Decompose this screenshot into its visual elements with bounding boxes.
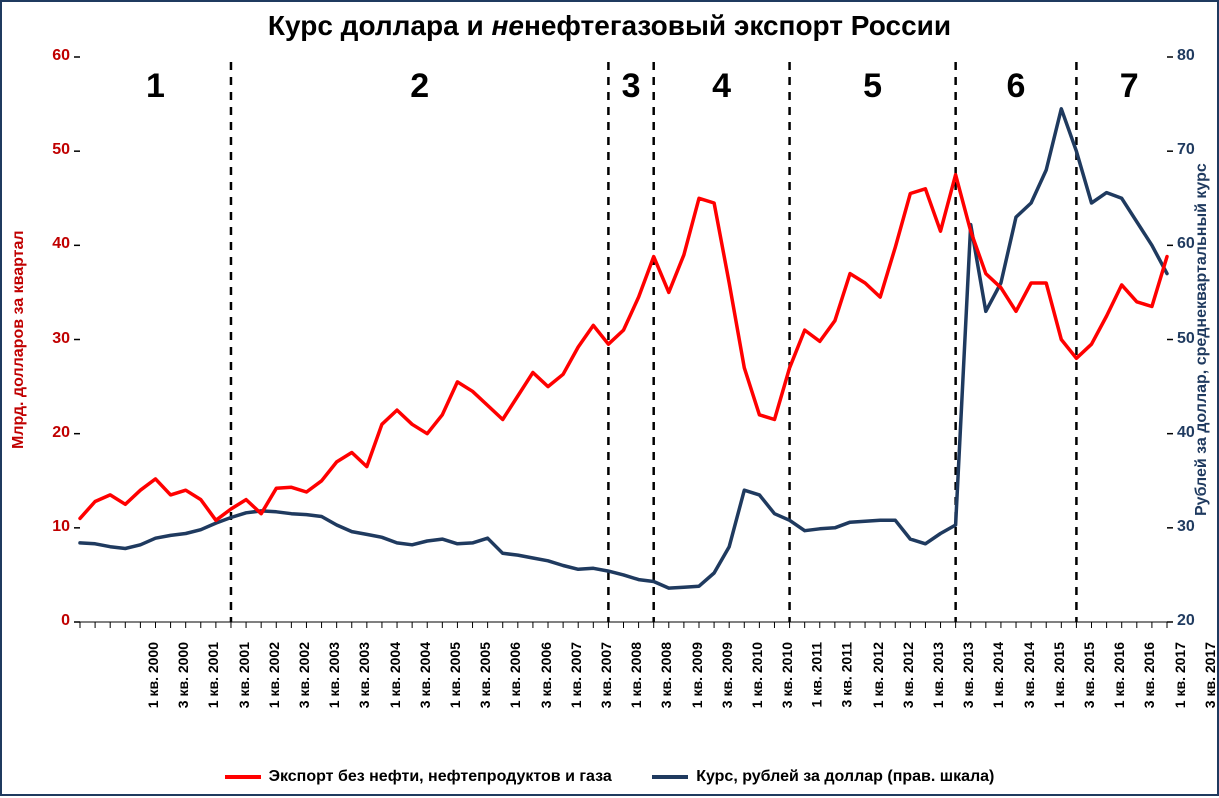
- line-rate: [80, 109, 1167, 588]
- x-axis-label: 1 кв. 2005: [447, 642, 463, 708]
- ytick-left: 30: [52, 330, 70, 348]
- x-axis-label: 3 кв. 2012: [900, 642, 916, 708]
- x-axis-label: 1 кв. 2015: [1051, 642, 1067, 708]
- x-axis-label: 1 кв. 2006: [508, 642, 524, 708]
- chart-frame: Курс доллара и ненефтегазовый экспорт Ро…: [0, 0, 1219, 796]
- x-axis-label: 1 кв. 2008: [628, 642, 644, 708]
- ytick-right: 50: [1177, 330, 1195, 348]
- legend-label-export: Экспорт без нефти, нефтепродуктов и газа: [269, 768, 612, 786]
- ytick-left: 20: [52, 424, 70, 442]
- x-axis-label: 3 кв. 2008: [659, 642, 675, 708]
- segment-label: 1: [146, 67, 165, 106]
- x-axis-label: 1 кв. 2010: [749, 642, 765, 708]
- x-axis-label: 1 кв. 2001: [206, 642, 222, 708]
- x-axis-label: 3 кв. 2004: [417, 642, 433, 708]
- ytick-right: 80: [1177, 47, 1195, 65]
- legend-item-export: Экспорт без нефти, нефтепродуктов и газа: [225, 768, 612, 786]
- x-axis-label: 3 кв. 2009: [719, 642, 735, 708]
- ytick-left: 0: [61, 612, 70, 630]
- x-axis-label: 1 кв. 2014: [991, 642, 1007, 708]
- x-axis-label: 3 кв. 2002: [296, 642, 312, 708]
- legend-item-rate: Курс, рублей за доллар (прав. шкала): [652, 768, 994, 786]
- line-export: [80, 175, 1167, 521]
- segment-label: 2: [410, 67, 429, 106]
- x-axis-label: 3 кв. 2001: [236, 642, 252, 708]
- x-axis-label: 3 кв. 2013: [960, 642, 976, 708]
- x-axis-label: 3 кв. 2010: [779, 642, 795, 708]
- x-axis-label: 3 кв. 2014: [1021, 642, 1037, 708]
- x-axis-label: 1 кв. 2002: [266, 642, 282, 708]
- x-axis-label: 3 кв. 2007: [598, 642, 614, 708]
- ytick-right: 30: [1177, 518, 1195, 536]
- x-axis-label: 1 кв. 2013: [930, 642, 946, 708]
- ytick-left: 50: [52, 141, 70, 159]
- x-axis-label: 3 кв. 2017: [1202, 642, 1218, 708]
- segment-label: 4: [712, 67, 731, 106]
- x-axis-label: 1 кв. 2004: [387, 642, 403, 708]
- x-axis-label: 1 кв. 2009: [689, 642, 705, 708]
- x-axis-label: 3 кв. 2006: [538, 642, 554, 708]
- segment-label: 5: [863, 67, 882, 106]
- ytick-left: 10: [52, 518, 70, 536]
- legend-label-rate: Курс, рублей за доллар (прав. шкала): [696, 768, 994, 786]
- segment-label: 6: [1007, 67, 1026, 106]
- x-axis-label: 3 кв. 2000: [175, 642, 191, 708]
- x-axis-label: 3 кв. 2005: [477, 642, 493, 708]
- ytick-right: 70: [1177, 141, 1195, 159]
- ytick-left: 40: [52, 235, 70, 253]
- x-axis-label: 1 кв. 2000: [145, 642, 161, 708]
- legend-swatch-rate: [652, 775, 688, 779]
- x-axis-label: 1 кв. 2007: [568, 642, 584, 708]
- x-axis-label: 1 кв. 2012: [870, 642, 886, 708]
- segment-label: 7: [1120, 67, 1139, 106]
- legend: Экспорт без нефти, нефтепродуктов и газа…: [2, 766, 1217, 786]
- ytick-right: 60: [1177, 235, 1195, 253]
- ytick-right: 20: [1177, 612, 1195, 630]
- x-axis-label: 1 кв. 2017: [1172, 642, 1188, 708]
- x-axis-label: 3 кв. 2016: [1142, 642, 1158, 708]
- x-axis-label: 3 кв. 2003: [357, 642, 373, 708]
- x-axis-label: 1 кв. 2016: [1111, 642, 1127, 708]
- x-axis-label: 3 кв. 2011: [839, 642, 855, 707]
- x-axis-label: 1 кв. 2011: [809, 642, 825, 707]
- x-axis-label: 1 кв. 2003: [326, 642, 342, 708]
- segment-label: 3: [622, 67, 641, 106]
- ytick-left: 60: [52, 47, 70, 65]
- legend-swatch-export: [225, 775, 261, 779]
- x-axis-label: 3 кв. 2015: [1081, 642, 1097, 708]
- ytick-right: 40: [1177, 424, 1195, 442]
